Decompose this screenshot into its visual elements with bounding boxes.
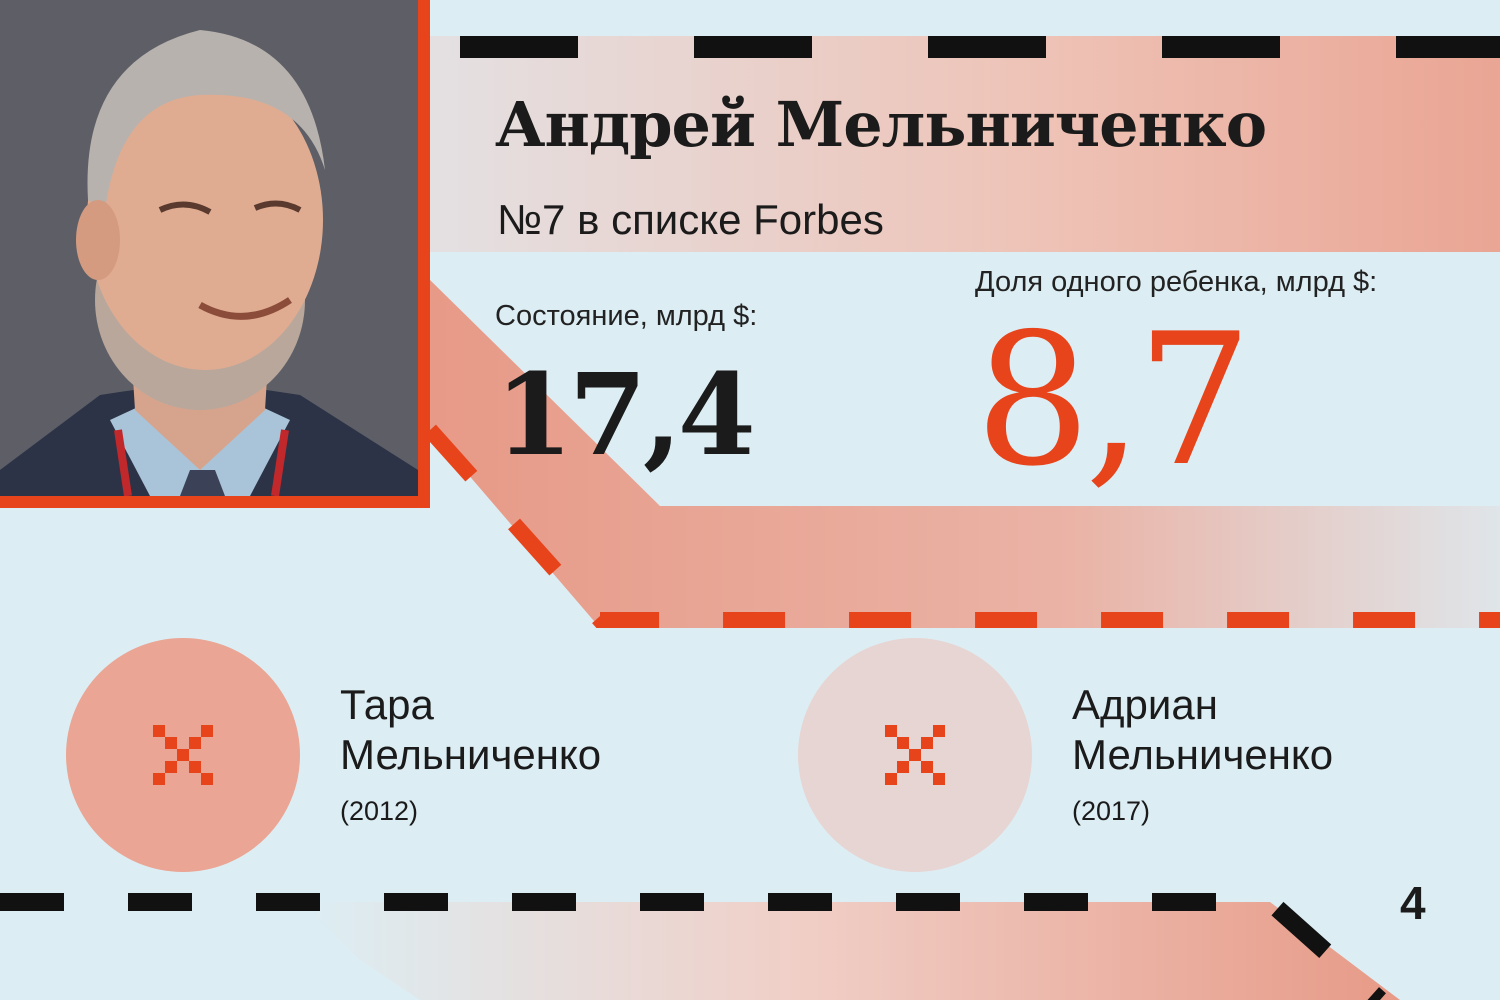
orange-dashed-line bbox=[424, 424, 1500, 628]
child-avatar-circle bbox=[798, 638, 1032, 872]
child-birth-year: (2012) bbox=[340, 796, 419, 826]
child-share-label: Доля одного ребенка, млрд $: bbox=[975, 266, 1378, 298]
child-share-value: 8,7 bbox=[975, 294, 1252, 506]
forbes-rank: №7 в списке Forbes bbox=[497, 196, 884, 243]
top-band bbox=[430, 36, 1500, 252]
portrait-photo bbox=[0, 0, 430, 508]
child-first-name: Тара bbox=[340, 681, 434, 728]
child-birth-year: (2017) bbox=[1072, 796, 1151, 826]
child-last-name: Мельниченко bbox=[340, 731, 602, 778]
wealth-label: Состояние, млрд $: bbox=[495, 300, 758, 332]
page-number: 4 bbox=[1400, 877, 1426, 929]
diagonal-band bbox=[430, 280, 1500, 628]
wealth-value: 17,4 bbox=[495, 350, 756, 481]
person-name: Андрей Мельниченко bbox=[495, 88, 1267, 161]
bottom-band bbox=[300, 902, 1400, 1000]
pixel-cross-icon bbox=[885, 725, 945, 785]
bottom-dashed-line bbox=[0, 893, 1386, 1000]
child-first-name: Адриан bbox=[1072, 681, 1218, 728]
child-last-name: Мельниченко bbox=[1072, 731, 1334, 778]
pixel-cross-icon bbox=[153, 725, 213, 785]
child-avatar-circle bbox=[66, 638, 300, 872]
